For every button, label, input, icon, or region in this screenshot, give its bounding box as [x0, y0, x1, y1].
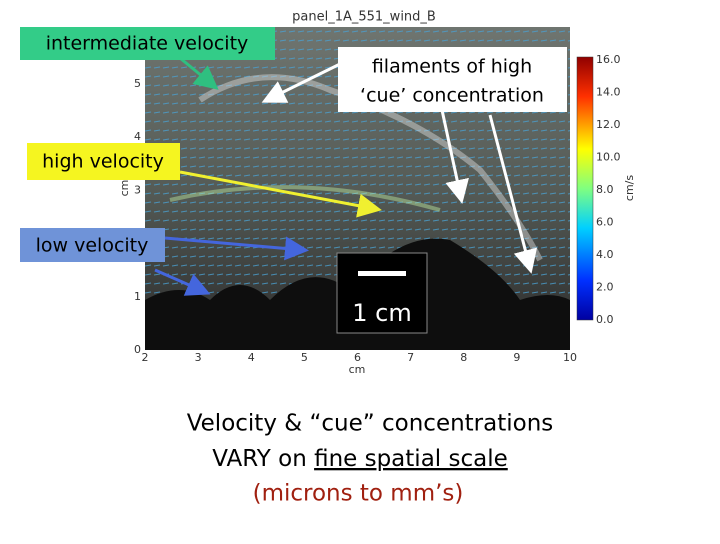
colorbar — [576, 56, 594, 321]
high-label: high velocity — [42, 151, 164, 173]
scale-box — [336, 252, 428, 334]
figure-title: panel_1A_551_wind_B — [292, 10, 436, 25]
x-tick-label: 3 — [195, 351, 202, 364]
colorbar-tick-label: 14.0 — [596, 86, 621, 99]
x-tick-label: 10 — [563, 351, 577, 364]
y-tick-label: 0 — [134, 343, 141, 356]
scale-label: 1 cm — [352, 299, 411, 327]
colorbar-tick-label: 12.0 — [596, 118, 621, 131]
x-tick-label: 5 — [301, 351, 308, 364]
colorbar-tick-label: 10.0 — [596, 151, 621, 164]
x-tick-label: 4 — [248, 351, 255, 364]
x-tick-label: 7 — [407, 351, 414, 364]
filaments-label: filaments of high — [372, 56, 532, 78]
colorbar-tick-label: 2.0 — [596, 281, 614, 294]
low-box — [20, 228, 165, 262]
colorbar-tick-label: 6.0 — [596, 216, 614, 229]
intermediate-box — [20, 27, 275, 60]
scale-bar — [358, 271, 406, 276]
colorbar-tick-label: 0.0 — [596, 313, 614, 326]
y-tick-label: 3 — [134, 183, 141, 196]
caption-underlined: fine spatial scale — [314, 446, 508, 472]
high-box — [27, 143, 180, 180]
low-label: low velocity — [36, 235, 149, 257]
colorbar-tick-label: 16.0 — [596, 53, 621, 66]
y-tick-label: 5 — [134, 77, 141, 90]
x-tick-label: 9 — [513, 351, 520, 364]
y-axis-label: cm — [118, 180, 131, 197]
colorbar-tick-label: 8.0 — [596, 183, 614, 196]
y-tick-label: 1 — [134, 290, 141, 303]
caption-line: (microns to mm’s) — [253, 481, 464, 507]
caption-text: VARY on — [212, 446, 314, 472]
x-tick-label: 8 — [460, 351, 467, 364]
filaments-label: ‘cue’ concentration — [360, 85, 544, 107]
x-axis-label: cm — [349, 363, 366, 376]
x-tick-label: 6 — [354, 351, 361, 364]
colorbar-label: cm/s — [623, 175, 636, 201]
arrows — [154, 56, 538, 296]
x-tick-label: 2 — [142, 351, 149, 364]
y-tick-label: 4 — [134, 130, 141, 143]
caption-line: VARY on fine spatial scale — [212, 446, 508, 472]
caption-line: Velocity & “cue” concentrations — [187, 411, 554, 437]
filaments-box — [338, 47, 567, 112]
axis-ticks: 23456789100123450.02.04.06.08.010.012.01… — [134, 53, 621, 364]
intermediate-label: intermediate velocity — [46, 33, 249, 55]
colorbar-tick-label: 4.0 — [596, 248, 614, 261]
